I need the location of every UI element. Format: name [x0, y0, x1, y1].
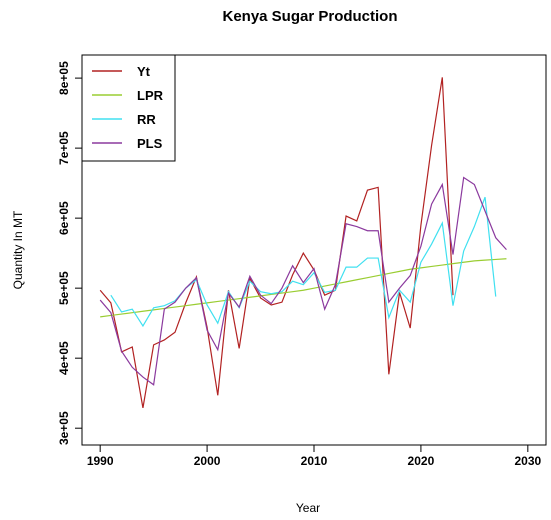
legend-label: PLS [137, 136, 163, 151]
legend-label: Yt [137, 64, 151, 79]
y-tick-label: 6e+05 [57, 201, 71, 235]
x-tick-label: 2000 [194, 454, 221, 468]
x-tick-label: 2010 [301, 454, 328, 468]
x-tick-label: 2020 [408, 454, 435, 468]
y-axis-label: Quantity In MT [11, 210, 25, 289]
y-tick-label: 5e+05 [57, 271, 71, 305]
series-line [110, 196, 497, 328]
x-tick-label: 2030 [514, 454, 541, 468]
y-tick-label: 8e+05 [57, 61, 71, 95]
chart-title: Kenya Sugar Production [222, 8, 397, 25]
series-line [99, 77, 454, 408]
y-tick-label: 4e+05 [57, 341, 71, 375]
x-axis-label: Year [296, 501, 320, 515]
legend-label: RR [137, 112, 156, 127]
series-line [100, 258, 507, 318]
series-line [99, 176, 507, 386]
x-tick-label: 1990 [87, 454, 114, 468]
y-tick-label: 7e+05 [57, 131, 71, 165]
y-tick-label: 3e+05 [57, 411, 71, 445]
legend-label: LPR [137, 88, 164, 103]
